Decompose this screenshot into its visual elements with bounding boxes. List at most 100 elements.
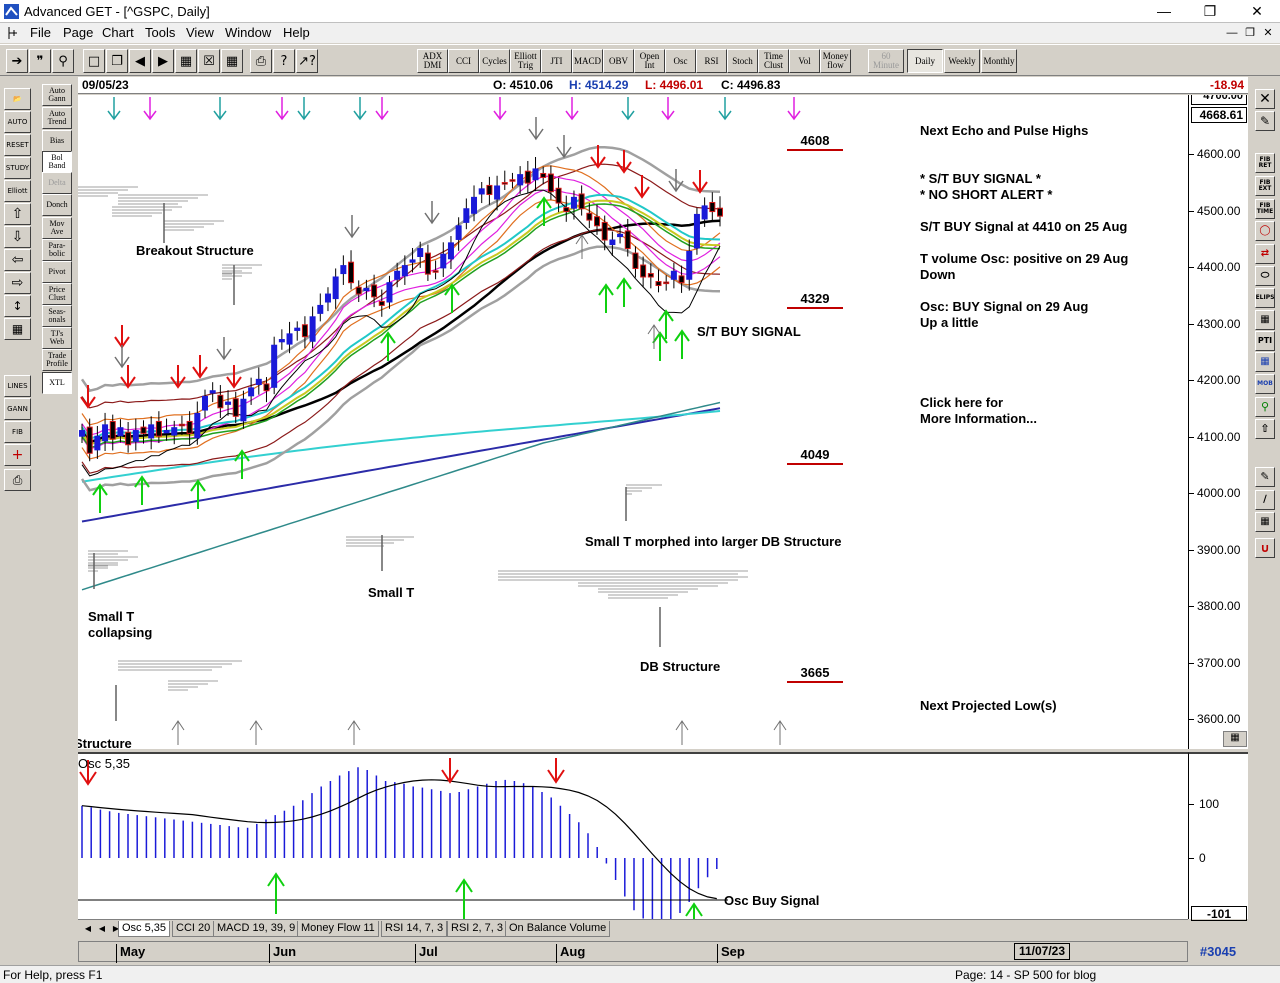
mdi-minimize-icon[interactable]: — bbox=[1226, 27, 1238, 39]
fib-ret-icon[interactable]: FIB RET bbox=[1255, 153, 1275, 173]
menu-page[interactable]: Page bbox=[63, 25, 94, 40]
grid-blue-icon[interactable]: ▦ bbox=[1255, 352, 1275, 372]
tab-next-icon[interactable]: ▶ bbox=[112, 924, 120, 933]
menu-window[interactable]: Window bbox=[225, 25, 272, 40]
crosshair-icon[interactable]: + bbox=[4, 444, 31, 466]
tab-rsi-2[interactable]: RSI 2, 7, 3 bbox=[447, 921, 507, 937]
study-autogann-button[interactable]: Auto Gann bbox=[42, 84, 72, 106]
menu-tools[interactable]: Tools bbox=[145, 25, 176, 40]
up-cursor-icon[interactable]: ⇧ bbox=[1255, 419, 1275, 439]
table-icon[interactable]: ▦ bbox=[1255, 512, 1275, 532]
help-icon[interactable]: ? bbox=[273, 49, 295, 73]
print-icon[interactable]: ⎙ bbox=[250, 49, 272, 73]
indicator-vol-button[interactable]: Vol bbox=[789, 49, 820, 73]
lines-icon[interactable]: LINES bbox=[4, 375, 31, 397]
fib-icon[interactable]: FIB bbox=[4, 421, 31, 443]
arrow-down-icon[interactable]: ⇩ bbox=[4, 226, 31, 248]
price-chart[interactable]: Breakout Structure S/T BUY SIGNAL Small … bbox=[78, 95, 1248, 749]
date-axis[interactable]: May Jun Jul Aug Sep 11/07/23 bbox=[78, 941, 1188, 963]
close-icon[interactable]: ✕ bbox=[1251, 3, 1263, 19]
study-bolband-button[interactable]: Bol Band bbox=[42, 151, 72, 173]
menu-help[interactable]: Help bbox=[283, 25, 310, 40]
sync-icon[interactable]: ▦ bbox=[221, 49, 243, 73]
study-tradeprofile-button[interactable]: Trade Profile bbox=[42, 349, 72, 371]
elliott-icon[interactable]: Elliott bbox=[4, 180, 31, 202]
cursor-tool-icon[interactable]: ➔ bbox=[6, 49, 28, 73]
grid-icon[interactable]: ▦ bbox=[4, 318, 31, 340]
study-icon[interactable]: STUDY bbox=[4, 157, 31, 179]
print-small-icon[interactable]: ⎙ bbox=[4, 469, 31, 491]
tab-rsi-14[interactable]: RSI 14, 7, 3 bbox=[381, 921, 448, 937]
reset-icon[interactable]: RESET bbox=[4, 134, 31, 156]
indicator-stoch-button[interactable]: Stoch bbox=[727, 49, 758, 73]
elips-icon[interactable]: ELIPS bbox=[1255, 288, 1275, 308]
prev-page-icon[interactable]: ◀ bbox=[129, 49, 151, 73]
menu-file[interactable]: File bbox=[30, 25, 51, 40]
study-xtl-button[interactable]: XTL bbox=[42, 372, 72, 394]
indicator-cycles-button[interactable]: Cycles bbox=[479, 49, 510, 73]
more-info-link[interactable]: Click here for More Information... bbox=[920, 395, 1037, 426]
indicator-moneyflow-button[interactable]: Money flow bbox=[820, 49, 851, 73]
close-study-icon[interactable]: ✕ bbox=[1255, 89, 1275, 109]
mdi-restore-icon[interactable]: ❐ bbox=[1245, 27, 1255, 39]
magnet-icon[interactable]: ∪ bbox=[1255, 538, 1275, 558]
zoom-icon[interactable]: ⚲ bbox=[1255, 397, 1275, 417]
delete-icon[interactable]: ☒ bbox=[198, 49, 220, 73]
study-pivot-button[interactable]: Pivot bbox=[42, 261, 72, 283]
indicator-rsi-button[interactable]: RSI bbox=[696, 49, 727, 73]
arrow-left-icon[interactable]: ⇦ bbox=[4, 249, 31, 271]
quote-icon[interactable]: ❞ bbox=[29, 49, 51, 73]
tab-moneyflow[interactable]: Money Flow 11 bbox=[297, 921, 379, 937]
indicator-timeclust-button[interactable]: Time Clust bbox=[758, 49, 789, 73]
ellipse-icon[interactable]: ⬭ bbox=[1255, 266, 1275, 286]
tab-cci[interactable]: CCI 20 bbox=[172, 921, 215, 937]
fit-icon[interactable]: ↕ bbox=[4, 295, 31, 317]
oscillator-pane[interactable]: Osc 5,35 Osc Buy Signal bbox=[78, 752, 1188, 919]
fib-time-icon[interactable]: FIB TIME bbox=[1255, 199, 1275, 219]
study-delta-button[interactable]: Delta bbox=[42, 172, 72, 194]
ruler-icon[interactable]: ∕ bbox=[1255, 490, 1275, 510]
magnify-icon[interactable]: ⚲ bbox=[52, 49, 74, 73]
tab-first-icon[interactable]: ◀ bbox=[84, 924, 92, 933]
paint-icon[interactable]: ✎ bbox=[1255, 467, 1275, 487]
fib-ext-icon[interactable]: FIB EXT bbox=[1255, 176, 1275, 196]
grid-toggle-icon[interactable]: ▦ bbox=[1223, 731, 1247, 747]
tab-macd[interactable]: MACD 19, 39, 9 bbox=[213, 921, 300, 937]
indicator-cci-button[interactable]: CCI bbox=[448, 49, 479, 73]
pencil-icon[interactable]: ✎ bbox=[1255, 111, 1275, 131]
copy-page-icon[interactable]: ❐ bbox=[106, 49, 128, 73]
period-weekly-button[interactable]: Weekly bbox=[944, 49, 980, 73]
indicator-adx-button[interactable]: ADX DMI bbox=[417, 49, 448, 73]
indicator-elliott-button[interactable]: Elliott Trig bbox=[510, 49, 541, 73]
price-axis[interactable]: 4700.00 4668.61 4600.00 4500.00 4400.00 … bbox=[1188, 95, 1248, 749]
tab-obv[interactable]: On Balance Volume bbox=[505, 921, 611, 937]
mdi-close-icon[interactable]: ✕ bbox=[1263, 27, 1273, 39]
indicator-jti-button[interactable]: JTI bbox=[541, 49, 572, 73]
arrow-right-icon[interactable]: ⇨ bbox=[4, 272, 31, 294]
new-page-icon[interactable]: □ bbox=[83, 49, 105, 73]
auto-icon[interactable]: AUTO bbox=[4, 111, 31, 133]
indicator-openint-button[interactable]: Open Int bbox=[634, 49, 665, 73]
period-daily-button[interactable]: Daily bbox=[907, 49, 943, 73]
arrows-icon[interactable]: ⇄ bbox=[1255, 244, 1275, 264]
chart-doc-icon[interactable] bbox=[6, 25, 20, 41]
study-donch-button[interactable]: Donch bbox=[42, 194, 72, 216]
pti-icon[interactable]: PTI bbox=[1255, 331, 1275, 351]
study-movave-button[interactable]: Mov Ave bbox=[42, 217, 72, 239]
indicator-macd-button[interactable]: MACD bbox=[572, 49, 603, 73]
context-help-icon[interactable]: ↗? bbox=[296, 49, 318, 73]
fib-circle-icon[interactable]: ◯ bbox=[1255, 221, 1275, 241]
tab-prev-icon[interactable]: ◀ bbox=[98, 924, 106, 933]
gann-icon[interactable]: GANN bbox=[4, 398, 31, 420]
indicator-osc-button[interactable]: Osc bbox=[665, 49, 696, 73]
indicator-obv-button[interactable]: OBV bbox=[603, 49, 634, 73]
diag-grid-icon[interactable]: ▦ bbox=[1255, 310, 1275, 330]
study-seasonals-button[interactable]: Seas- onals bbox=[42, 305, 72, 327]
study-tjsweb-button[interactable]: TJ's Web bbox=[42, 327, 72, 349]
period-monthly-button[interactable]: Monthly bbox=[981, 49, 1017, 73]
study-priceclust-button[interactable]: Price Clust bbox=[42, 283, 72, 305]
arrow-up-icon[interactable]: ⇧ bbox=[4, 203, 31, 225]
minimize-icon[interactable]: — bbox=[1157, 3, 1171, 19]
tile-icon[interactable]: ▦ bbox=[175, 49, 197, 73]
next-page-icon[interactable]: ▶ bbox=[152, 49, 174, 73]
